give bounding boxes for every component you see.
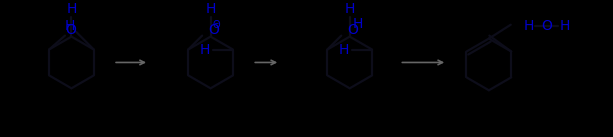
Text: H: H: [66, 2, 77, 16]
Text: H: H: [524, 19, 534, 33]
Text: O: O: [208, 23, 219, 37]
Text: H: H: [339, 43, 349, 57]
Text: H: H: [559, 19, 569, 33]
Text: H: H: [205, 2, 216, 16]
Text: H: H: [65, 19, 75, 33]
Text: H: H: [200, 43, 210, 57]
Text: H: H: [353, 17, 364, 31]
Text: O: O: [347, 23, 358, 37]
Text: Θ: Θ: [212, 20, 220, 30]
Text: H: H: [345, 2, 355, 16]
Text: O: O: [66, 23, 77, 37]
Text: O: O: [541, 19, 552, 33]
